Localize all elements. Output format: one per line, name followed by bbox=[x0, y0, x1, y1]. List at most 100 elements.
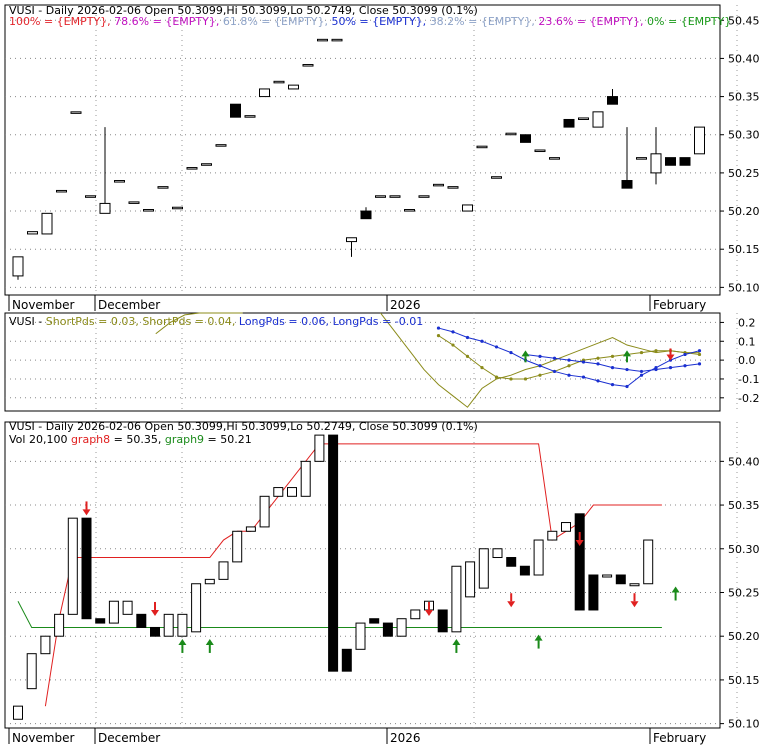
price-candle bbox=[650, 153, 662, 174]
price-candle bbox=[70, 111, 82, 114]
osc-tick-label: 0.0 bbox=[738, 354, 756, 367]
vol-candle bbox=[163, 613, 174, 637]
osc-series-dot bbox=[552, 356, 557, 360]
vol-candle bbox=[588, 574, 599, 611]
osc-series-dot bbox=[494, 375, 499, 379]
osc-series-dot bbox=[639, 369, 644, 374]
price-candle bbox=[317, 38, 328, 42]
price-candle bbox=[244, 115, 256, 118]
vol-candle bbox=[519, 565, 530, 576]
price-candle bbox=[201, 163, 212, 166]
vol-candle bbox=[465, 561, 476, 598]
vol-candle bbox=[492, 548, 503, 559]
vol-candle bbox=[437, 609, 448, 633]
fib-level-6: 0% = {EMPTY} bbox=[647, 15, 731, 28]
price-candle bbox=[549, 157, 560, 160]
volume-candle-panel: 50.10 50.15 50.20 50.25 50.30 50.35 50.40 Nove… bbox=[4, 420, 760, 745]
vol-candle bbox=[108, 600, 119, 624]
price-candle bbox=[128, 201, 140, 204]
price-candle bbox=[462, 204, 473, 212]
vol-legend-part-1: graph8 bbox=[71, 433, 110, 446]
osc-series-dot bbox=[436, 326, 441, 330]
osc-tick-label: 0.1 bbox=[738, 335, 756, 348]
price-candle bbox=[172, 206, 183, 210]
vol-candle bbox=[273, 487, 284, 497]
vol-candle bbox=[81, 517, 92, 620]
vol-candle bbox=[54, 613, 65, 637]
price-candle bbox=[288, 84, 299, 90]
volume-panel-legend: Vol 20,100 graph8 = 50.35, graph9 = 50.2… bbox=[9, 433, 252, 446]
vol-candle bbox=[369, 618, 380, 624]
osc-title-part-2: ShortPds = 0.04, bbox=[142, 315, 239, 328]
price-candle bbox=[259, 88, 270, 98]
price-candle bbox=[230, 103, 241, 118]
osc-series-dot bbox=[654, 367, 658, 372]
vol-legend-part-2: = 50.35, bbox=[110, 433, 165, 446]
osc-series-dot bbox=[625, 367, 629, 372]
vol-candle bbox=[150, 626, 160, 637]
oscillator-panel-frame bbox=[4, 312, 721, 412]
osc-series-dot bbox=[494, 345, 499, 349]
price-candle bbox=[346, 237, 357, 243]
vol-candle bbox=[451, 565, 462, 633]
price-tick-label: 50.45 bbox=[728, 14, 760, 27]
vol-buy-arrow bbox=[671, 586, 680, 593]
osc-series-dot bbox=[625, 384, 629, 389]
vol-sell-arrow bbox=[575, 540, 584, 547]
osc-series-dot bbox=[523, 377, 528, 381]
osc-series-dot bbox=[683, 352, 687, 357]
volume-panel-title: VUSI - Daily 2026-02-06 Open 50.3099,Hi … bbox=[9, 420, 478, 433]
vol-sell-arrow bbox=[151, 609, 159, 616]
vol-candle bbox=[40, 635, 51, 655]
price-candle bbox=[592, 111, 604, 128]
vol-xlabel: February bbox=[653, 731, 706, 745]
osc-signal-arrow bbox=[666, 354, 675, 361]
fib-level-4: 38.2% = {EMPTY}, bbox=[430, 15, 539, 28]
price-xlabel: November bbox=[12, 298, 74, 312]
osc-title-part-3: LongPds = 0.06, bbox=[239, 315, 333, 328]
osc-series-dot bbox=[610, 354, 615, 358]
osc-series-dot bbox=[683, 364, 687, 368]
vol-candle bbox=[287, 487, 297, 497]
price-candle bbox=[679, 157, 691, 166]
vol-legend-part-3: graph9 bbox=[165, 433, 204, 446]
vol-candle bbox=[259, 495, 270, 528]
vol-tick-label: 50.30 bbox=[728, 543, 760, 556]
osc-series-dot bbox=[451, 330, 455, 334]
osc-series-dot bbox=[654, 349, 658, 353]
osc-series-line bbox=[155, 312, 243, 335]
osc-signal-arrow bbox=[623, 350, 631, 357]
osc-series-dot bbox=[465, 354, 470, 358]
fib-level-2: 61.8% = {EMPTY}, bbox=[223, 15, 332, 28]
price-candle bbox=[12, 256, 24, 277]
price-candle bbox=[505, 132, 517, 136]
price-xlabel: February bbox=[653, 298, 706, 312]
vol-tick-label: 50.40 bbox=[728, 455, 760, 468]
price-candle bbox=[41, 212, 53, 235]
vol-xlabel: November bbox=[12, 731, 74, 745]
price-candle bbox=[636, 157, 647, 160]
vol-candle bbox=[547, 530, 558, 541]
graph9-line bbox=[17, 600, 662, 628]
vol-candle bbox=[615, 574, 626, 585]
osc-series-dot bbox=[538, 373, 542, 377]
price-candle bbox=[85, 195, 96, 198]
oscillator-panel-title: VUSI - ShortPds = 0.03, ShortPds = 0.04,… bbox=[9, 315, 423, 328]
price-candle bbox=[418, 195, 430, 198]
osc-series-dot bbox=[581, 360, 586, 364]
vol-candle bbox=[13, 705, 23, 720]
price-tick-label: 50.30 bbox=[728, 129, 760, 142]
osc-series-dot bbox=[509, 377, 513, 381]
price-candle bbox=[360, 210, 372, 220]
osc-series-dot bbox=[451, 343, 455, 347]
vol-candle bbox=[314, 434, 325, 462]
osc-series-dot bbox=[610, 366, 615, 370]
fib-level-1: 78.6% = {EMPTY}, bbox=[114, 15, 223, 28]
vol-candle bbox=[232, 530, 243, 563]
price-candle bbox=[433, 183, 444, 187]
fib-level-3: 50% = {EMPTY}, bbox=[332, 15, 430, 28]
price-candle bbox=[447, 186, 459, 189]
vol-candle bbox=[478, 548, 489, 589]
vol-candle bbox=[136, 613, 147, 628]
price-xlabel: 2026 bbox=[390, 298, 421, 312]
